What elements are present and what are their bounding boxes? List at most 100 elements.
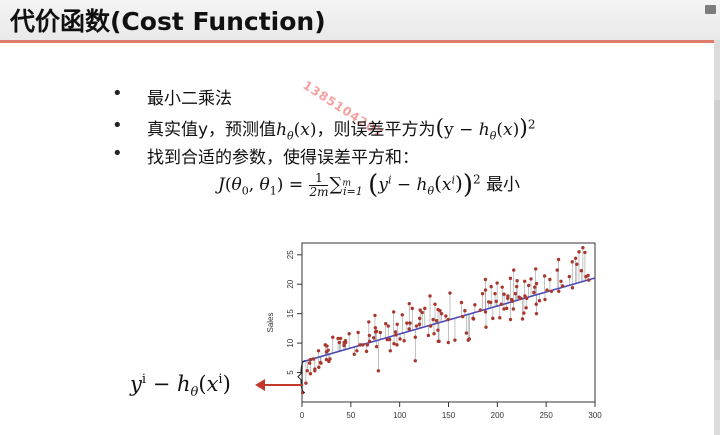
residual-brace <box>297 360 306 394</box>
data-point <box>483 288 488 292</box>
data-point <box>331 335 335 339</box>
data-point <box>446 340 451 345</box>
data-point <box>417 322 422 326</box>
data-point <box>522 279 527 283</box>
data-point <box>436 328 440 332</box>
data-point <box>498 316 502 320</box>
x-tick-label: 200 <box>491 411 505 420</box>
bullet-marker: • <box>112 115 123 136</box>
y-axis-label: Sales <box>266 312 275 332</box>
bullet-3-text: 找到合适的参数，使得误差平方和： <box>147 148 419 168</box>
data-point <box>534 302 538 306</box>
data-point <box>367 333 372 338</box>
sales-scatter-chart: 0 50 100 150 200 250 300 5 10 15 20 25 Sales <box>266 242 602 420</box>
data-point <box>491 316 495 321</box>
bullet-1-text: 最小二乘法 <box>147 89 232 109</box>
data-point <box>325 344 329 348</box>
data-point <box>513 291 518 296</box>
data-point <box>437 339 441 344</box>
data-point <box>316 349 321 353</box>
data-point <box>434 319 439 323</box>
data-point <box>413 359 417 363</box>
data-point <box>392 310 396 314</box>
y-tick-label: 10 <box>286 338 295 347</box>
y-tick-label: 20 <box>286 279 295 288</box>
slide-title: 代价函数(Cost Function) <box>10 7 326 36</box>
data-point <box>511 307 516 311</box>
data-point <box>428 294 432 298</box>
data-point <box>534 267 538 271</box>
data-point <box>505 306 509 311</box>
data-point <box>371 336 376 340</box>
data-point <box>471 317 476 321</box>
data-point <box>308 372 313 376</box>
data-point <box>342 343 346 348</box>
data-point <box>395 322 399 326</box>
data-point <box>433 302 437 306</box>
data-point <box>548 277 552 282</box>
scrollbar[interactable] <box>714 40 720 435</box>
data-point <box>398 337 402 341</box>
data-point <box>575 262 579 266</box>
x-tick-label: 150 <box>442 411 456 420</box>
formula-suffix: 最小 <box>486 175 521 195</box>
data-point <box>307 361 312 365</box>
data-point <box>560 284 565 288</box>
data-point <box>417 316 422 321</box>
data-point <box>500 285 504 289</box>
data-point <box>311 357 316 361</box>
data-point <box>444 314 448 318</box>
data-point <box>453 338 457 342</box>
data-point <box>364 349 369 354</box>
data-point <box>355 349 359 353</box>
data-point <box>414 324 419 328</box>
data-point <box>446 317 450 322</box>
data-point <box>549 289 554 293</box>
data-point <box>522 311 526 315</box>
residual-label: yi − hθ(xi) <box>130 372 231 401</box>
data-point <box>555 268 559 272</box>
data-point <box>557 289 561 293</box>
data-point <box>494 299 498 303</box>
data-point <box>373 313 377 318</box>
data-point <box>543 297 547 302</box>
data-point <box>464 331 469 335</box>
data-point <box>336 336 340 341</box>
data-point <box>319 361 323 365</box>
data-point <box>386 324 390 328</box>
data-point <box>542 274 547 278</box>
arrow-head <box>255 379 265 391</box>
data-point <box>532 290 536 295</box>
scrollbar-thumb[interactable] <box>714 100 720 360</box>
data-point <box>361 343 365 347</box>
data-point <box>519 296 523 301</box>
data-point <box>432 331 436 336</box>
data-point <box>413 335 417 339</box>
data-point <box>532 285 537 289</box>
data-point <box>520 317 525 321</box>
data-point <box>338 336 343 341</box>
data-point <box>428 324 433 328</box>
data-point <box>374 344 379 349</box>
data-point <box>499 302 504 306</box>
data-point <box>395 343 399 347</box>
data-point <box>581 246 585 250</box>
data-point <box>587 278 591 282</box>
data-point <box>473 303 477 307</box>
data-point <box>460 314 465 319</box>
x-tick-label: 0 <box>300 411 305 420</box>
data-point <box>556 257 561 262</box>
data-point <box>515 278 519 283</box>
slide-header: 代价函数(Cost Function) <box>0 0 720 43</box>
data-point <box>384 321 388 326</box>
x-tick-label: 300 <box>588 411 602 420</box>
data-point <box>448 291 452 295</box>
data-point <box>324 357 329 362</box>
data-point <box>402 339 406 343</box>
hypothesis-math: hθ(x) <box>276 120 317 143</box>
data-point <box>431 317 435 322</box>
bullet-2-text: 真实值y，预测值hθ(x)，则误差平方为(y − hθ(x))2 <box>147 115 535 142</box>
data-point <box>410 306 414 311</box>
cost-function-formula: J(θ0, θ1) = 1 2m ∑mi=1 (yi − hθ(xi))2 最小 <box>218 170 521 200</box>
data-point <box>373 326 378 330</box>
